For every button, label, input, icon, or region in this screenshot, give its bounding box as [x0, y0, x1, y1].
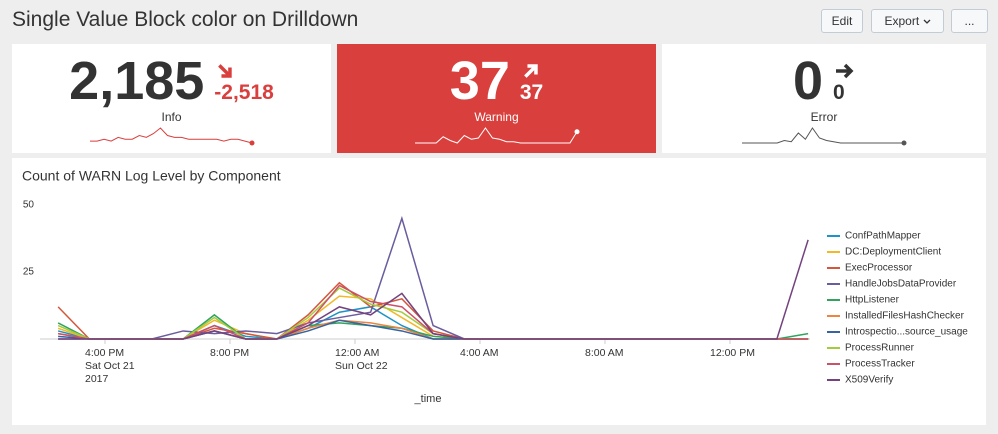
arrow-shape	[218, 64, 232, 78]
arrow-shape	[836, 63, 854, 79]
y-tick-label: 25	[23, 267, 35, 278]
single-value-panel: 2,185 -2,518 Info	[12, 44, 331, 153]
legend-label: Introspectio...source_usage	[845, 327, 968, 338]
series-line	[57, 281, 809, 340]
delta-group: 37	[520, 60, 543, 104]
delta-group: 0	[833, 60, 855, 104]
sparkline	[414, 127, 579, 144]
export-label: Export	[884, 14, 920, 28]
delta-value: 37	[519, 81, 544, 104]
single-value-panel: 37 37 Warning	[337, 44, 656, 153]
trend-arrow	[836, 63, 854, 79]
caret	[923, 19, 930, 24]
single-value-label: Warning	[474, 110, 519, 124]
trend-arrow	[218, 64, 232, 78]
sparkline-line	[742, 127, 904, 144]
single-value-label: Error	[810, 110, 838, 124]
delta-value: 0	[833, 81, 845, 104]
legend-label: X509Verify	[845, 375, 893, 386]
legend-label: InstalledFilesHashChecker	[845, 311, 965, 322]
x-tick-label: Sat Oct 21	[85, 360, 135, 372]
sparkline-end	[901, 140, 907, 146]
x-tick-label: 12:00 AM	[335, 347, 379, 359]
single-value: 2,185	[69, 51, 205, 111]
legend-label: ProcessTracker	[845, 359, 915, 370]
legend-label: ConfPathMapper	[845, 231, 921, 242]
legend-label: ExecProcessor	[845, 263, 913, 274]
x-tick-label: 8:00 PM	[210, 347, 249, 359]
trend-arrow	[523, 64, 538, 78]
x-tick-label: 4:00 PM	[85, 347, 124, 359]
sparkline-end	[249, 140, 254, 146]
value-row: 37 37	[337, 44, 656, 108]
chart-title: Count of WARN Log Level by Component	[22, 168, 281, 184]
export-button[interactable]: Export	[871, 9, 944, 33]
x-tick-label: 2017	[85, 373, 109, 385]
series-line	[58, 215, 809, 340]
x-tick-label: 4:00 AM	[460, 347, 499, 359]
sparkline-line	[89, 127, 252, 144]
chart: Count of WARN Log Level by Component _ti…	[22, 168, 968, 405]
series-line	[57, 313, 809, 340]
legend-label: DC:DeploymentClient	[845, 247, 941, 258]
chart-panel: Count of WARN Log Level by Component _ti…	[12, 158, 986, 425]
dashboard-title: Single Value Block color on Drilldown	[12, 8, 359, 31]
sparkline	[89, 127, 254, 146]
single-value: 0	[792, 51, 824, 111]
delta-value: -2,518	[214, 81, 274, 104]
sparkline-line	[414, 127, 577, 144]
more-button[interactable]: ...	[951, 9, 988, 33]
sparkline-end	[574, 129, 579, 135]
sparkline	[742, 127, 907, 146]
legend-label: HttpListener	[845, 295, 900, 306]
x-tick-label: 12:00 PM	[710, 347, 755, 359]
single-value-panel: 0 0 Error	[662, 44, 986, 153]
x-tick-label: Sun Oct 22	[335, 360, 388, 372]
legend-label: HandleJobsDataProvider	[845, 279, 957, 290]
edit-button[interactable]: Edit	[821, 9, 863, 33]
x-tick-label: 8:00 AM	[585, 347, 624, 359]
x-axis-title: _time	[414, 393, 442, 405]
series-line	[58, 239, 809, 340]
legend-label: ProcessRunner	[845, 343, 915, 354]
single-value-label: Info	[161, 110, 182, 124]
arrow-shape	[523, 64, 538, 78]
y-tick-label: 50	[23, 200, 35, 211]
value-row: 2,185 -2,518	[12, 44, 331, 108]
delta-group: -2,518	[214, 60, 274, 104]
single-value: 37	[449, 51, 510, 111]
